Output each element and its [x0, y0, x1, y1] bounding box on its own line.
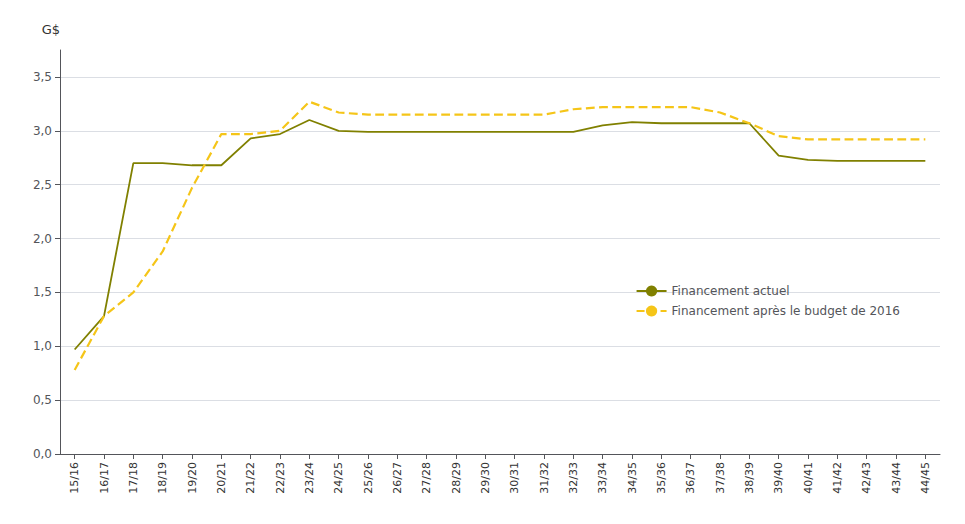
svg-text:38/39: 38/39: [743, 462, 756, 494]
svg-text:24/25: 24/25: [332, 462, 345, 494]
svg-text:42/43: 42/43: [860, 462, 873, 494]
svg-text:15/16: 15/16: [68, 462, 81, 494]
svg-text:3,5: 3,5: [33, 70, 52, 84]
svg-text:G$: G$: [42, 22, 60, 37]
svg-text:28/29: 28/29: [450, 462, 463, 494]
svg-text:23/24: 23/24: [303, 462, 316, 494]
svg-text:16/17: 16/17: [98, 462, 111, 494]
svg-text:29/30: 29/30: [479, 462, 492, 494]
svg-text:30/31: 30/31: [508, 462, 521, 494]
svg-text:26/27: 26/27: [391, 462, 404, 494]
svg-text:44/45: 44/45: [919, 462, 932, 494]
svg-text:2,0: 2,0: [33, 232, 52, 246]
svg-text:17/18: 17/18: [127, 462, 140, 494]
svg-text:18/19: 18/19: [156, 462, 169, 494]
svg-text:36/37: 36/37: [684, 462, 697, 494]
svg-text:43/44: 43/44: [890, 462, 903, 494]
svg-text:32/33: 32/33: [567, 462, 580, 494]
svg-text:35/36: 35/36: [655, 462, 668, 494]
svg-text:2,5: 2,5: [33, 178, 52, 192]
svg-text:37/38: 37/38: [714, 462, 727, 494]
svg-text:25/26: 25/26: [362, 462, 375, 494]
svg-text:34/35: 34/35: [626, 462, 639, 494]
svg-text:1,0: 1,0: [33, 339, 52, 353]
svg-text:40/41: 40/41: [802, 462, 815, 494]
svg-text:Financement après le budget de: Financement après le budget de 2016: [672, 304, 900, 318]
svg-text:33/34: 33/34: [596, 462, 609, 494]
svg-text:20/21: 20/21: [215, 462, 228, 494]
svg-text:21/22: 21/22: [244, 462, 257, 494]
svg-text:Financement actuel: Financement actuel: [672, 284, 790, 298]
svg-text:39/40: 39/40: [772, 462, 785, 494]
svg-text:0,5: 0,5: [33, 393, 52, 407]
svg-text:41/42: 41/42: [831, 462, 844, 494]
svg-text:19/20: 19/20: [186, 462, 199, 494]
svg-text:0,0: 0,0: [33, 447, 52, 461]
svg-text:22/23: 22/23: [274, 462, 287, 494]
svg-text:27/28: 27/28: [420, 462, 433, 494]
svg-text:31/32: 31/32: [538, 462, 551, 494]
svg-text:1,5: 1,5: [33, 285, 52, 299]
svg-text:3,0: 3,0: [33, 124, 52, 138]
